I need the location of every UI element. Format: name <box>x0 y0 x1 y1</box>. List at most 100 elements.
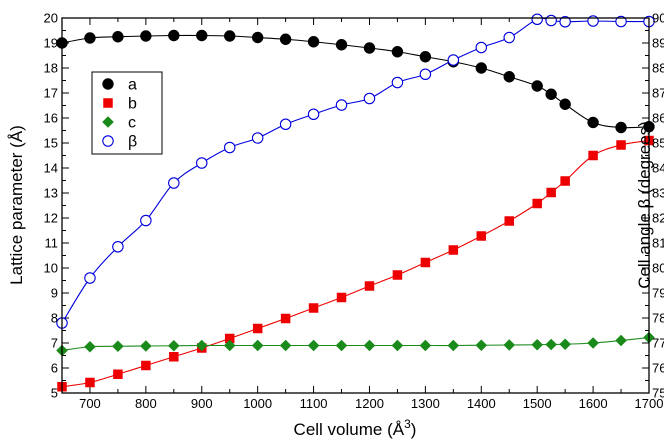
data-point-series-2 <box>363 339 376 352</box>
data-point-series-3 <box>363 92 376 105</box>
data-point-series-1 <box>588 150 598 161</box>
data-point-series-2 <box>615 334 627 347</box>
y-left-tick-label: 19 <box>44 36 58 51</box>
data-point-series-3 <box>140 214 152 227</box>
data-point-series-2 <box>391 339 404 352</box>
data-point-series-1 <box>560 176 570 186</box>
y-right-tick-label: 78 <box>652 311 664 326</box>
data-point-series-2 <box>531 338 543 351</box>
data-point-series-3 <box>447 54 460 66</box>
data-point-series-0 <box>587 116 599 129</box>
data-point-series-0 <box>84 32 96 44</box>
data-point-series-0 <box>140 30 152 42</box>
x-tick-label: 800 <box>135 396 157 411</box>
data-point-series-2 <box>195 339 208 352</box>
data-point-series-3 <box>503 31 515 44</box>
data-point-series-1 <box>364 281 375 291</box>
x-tick-label: 900 <box>191 396 213 411</box>
y-left-tick-label: 7 <box>51 336 58 351</box>
data-point-series-3 <box>223 141 236 154</box>
data-point-series-0 <box>363 42 376 54</box>
y-axis-left-title: Lattice parameter (Å) <box>7 125 26 285</box>
legend-marker <box>102 116 114 128</box>
data-point-series-2 <box>559 338 571 351</box>
data-point-series-0 <box>503 71 515 83</box>
y-left-tick-label: 15 <box>44 136 58 151</box>
data-point-series-0 <box>224 30 236 42</box>
y-right-tick-label: 81 <box>652 236 664 251</box>
data-point-series-0 <box>307 36 320 48</box>
data-point-series-0 <box>335 39 348 51</box>
data-point-series-2 <box>335 339 348 352</box>
data-point-series-0 <box>391 46 404 58</box>
data-point-series-1 <box>392 270 403 280</box>
y-left-tick-label: 12 <box>44 211 58 226</box>
y-left-tick-label: 20 <box>44 11 58 26</box>
x-tick-label: 700 <box>79 396 101 411</box>
data-point-series-3 <box>475 41 488 54</box>
y-right-tick-label: 84 <box>652 161 664 176</box>
data-point-series-1 <box>532 198 542 209</box>
data-point-series-1 <box>141 360 151 371</box>
data-point-series-3 <box>335 99 348 111</box>
data-point-series-3 <box>84 272 96 284</box>
data-point-series-2 <box>307 339 320 352</box>
data-point-series-0 <box>251 31 264 44</box>
y-left-tick-label: 10 <box>44 261 58 276</box>
y-left-tick-label: 5 <box>51 386 58 401</box>
data-point-series-1 <box>448 245 459 255</box>
y-right-tick-label: 80 <box>652 261 664 276</box>
legend-marker <box>102 135 114 147</box>
data-point-series-0 <box>615 121 627 134</box>
data-point-series-2 <box>447 339 460 352</box>
data-point-series-2 <box>112 340 124 353</box>
data-point-series-3 <box>615 15 627 28</box>
data-point-series-0 <box>545 88 557 100</box>
y-left-tick-label: 16 <box>44 111 58 126</box>
y-right-tick-label: 87 <box>652 86 664 101</box>
legend-marker <box>103 98 113 108</box>
data-point-series-2 <box>251 339 264 352</box>
data-point-series-1 <box>280 313 291 324</box>
y-right-tick-label: 89 <box>652 36 664 51</box>
x-axis-title: Cell volume (Å3) <box>294 417 417 439</box>
data-point-series-2 <box>279 339 292 352</box>
y-right-tick-label: 86 <box>652 111 664 126</box>
y-left-tick-label: 18 <box>44 61 58 76</box>
y-left-tick-label: 9 <box>51 286 58 301</box>
y-left-tick-label: 13 <box>44 186 58 201</box>
data-point-series-0 <box>475 62 487 74</box>
data-point-series-2 <box>223 339 236 352</box>
data-point-series-2 <box>587 337 599 349</box>
legend-label: a <box>128 77 137 94</box>
legend-label: c <box>128 115 136 132</box>
y-right-tick-label: 82 <box>652 211 664 226</box>
data-point-series-3 <box>251 132 264 144</box>
data-point-series-3 <box>168 177 180 189</box>
y-right-tick-label: 76 <box>652 361 664 376</box>
data-point-series-3 <box>112 241 124 253</box>
data-point-series-2 <box>140 340 152 352</box>
data-point-series-1 <box>476 231 487 241</box>
data-point-series-2 <box>168 339 180 352</box>
data-point-series-3 <box>419 68 432 81</box>
data-point-series-2 <box>475 339 488 352</box>
data-point-series-1 <box>308 303 319 313</box>
legend-label: β <box>128 134 137 151</box>
data-point-series-2 <box>419 339 432 352</box>
data-point-series-2 <box>84 340 96 353</box>
data-point-series-1 <box>616 140 626 150</box>
y-right-tick-label: 79 <box>652 286 664 301</box>
x-tick-label: 1300 <box>411 396 440 411</box>
data-point-series-1 <box>336 292 347 303</box>
y-left-tick-label: 17 <box>44 86 58 101</box>
data-point-series-3 <box>196 157 208 169</box>
data-point-series-3 <box>307 108 320 121</box>
y-left-tick-label: 11 <box>45 236 59 251</box>
data-point-series-1 <box>224 333 235 344</box>
y-left-tick-label: 14 <box>44 161 58 176</box>
data-point-series-1 <box>546 187 556 198</box>
data-point-series-1 <box>169 352 179 362</box>
